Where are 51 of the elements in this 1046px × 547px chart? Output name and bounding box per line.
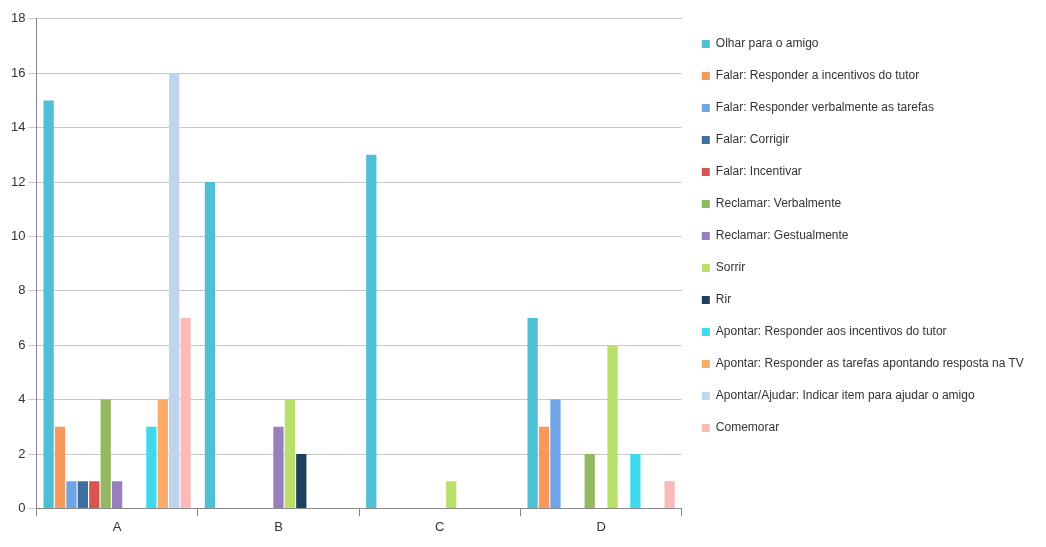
legend-label: Reclamar: Verbalmente <box>715 196 842 211</box>
bar <box>100 399 111 508</box>
legend-label: Sorrir <box>715 260 746 275</box>
bar <box>630 454 641 508</box>
bar <box>550 399 561 508</box>
y-tick-label: 0 <box>18 499 26 515</box>
legend-label: Apontar: Responder as tarefas apontando resposta na TV <box>715 356 1024 371</box>
bar <box>66 481 77 508</box>
y-tick-label: 8 <box>18 282 26 298</box>
bar <box>77 481 89 508</box>
legend-label: Comemorar <box>715 420 780 435</box>
legend-label: Apontar/Ajudar: Indicar item para ajudar o amigo <box>715 388 975 403</box>
bar <box>664 481 675 508</box>
bar <box>89 481 100 508</box>
bar <box>366 154 377 508</box>
y-tick-label: 16 <box>10 64 26 80</box>
bar <box>180 318 191 508</box>
legend-label: Falar: Responder a incentivos do tutor <box>715 68 920 83</box>
bar <box>43 100 54 508</box>
y-tick-label: 2 <box>18 445 26 461</box>
y-tick-label: 6 <box>18 336 26 352</box>
legend-label: Olhar para o amigo <box>715 36 819 51</box>
bar <box>538 426 550 508</box>
bar <box>296 454 307 508</box>
legend-label: Reclamar: Gestualmente <box>715 228 849 243</box>
legend-label: Apontar: Responder aos incentivos do tutor <box>715 324 947 339</box>
bar <box>446 481 457 508</box>
bar <box>607 345 618 508</box>
legend-label: Falar: Responder verbalmente as tarefas <box>715 100 934 115</box>
x-tick-label: D <box>596 518 606 534</box>
bar <box>169 73 180 508</box>
y-tick-label: 12 <box>10 173 26 189</box>
legend-label: Falar: Incentivar <box>715 164 802 179</box>
y-tick-label: 18 <box>10 10 26 26</box>
legend-label: Rir <box>715 292 732 307</box>
x-tick-label: B <box>274 518 283 534</box>
y-tick-label: 14 <box>10 119 26 135</box>
bar <box>273 426 284 508</box>
bar <box>111 481 123 508</box>
legend-label: Falar: Corrigir <box>715 132 790 147</box>
bar <box>157 399 168 508</box>
y-tick-label: 4 <box>18 391 26 407</box>
bar <box>284 399 296 508</box>
y-tick-label: 10 <box>10 227 26 243</box>
bar <box>146 426 157 508</box>
x-tick-label: A <box>112 518 122 534</box>
bar <box>527 318 538 508</box>
x-tick-label: C <box>435 518 445 534</box>
bar <box>204 182 216 508</box>
bar <box>54 426 66 508</box>
bar <box>584 454 595 508</box>
